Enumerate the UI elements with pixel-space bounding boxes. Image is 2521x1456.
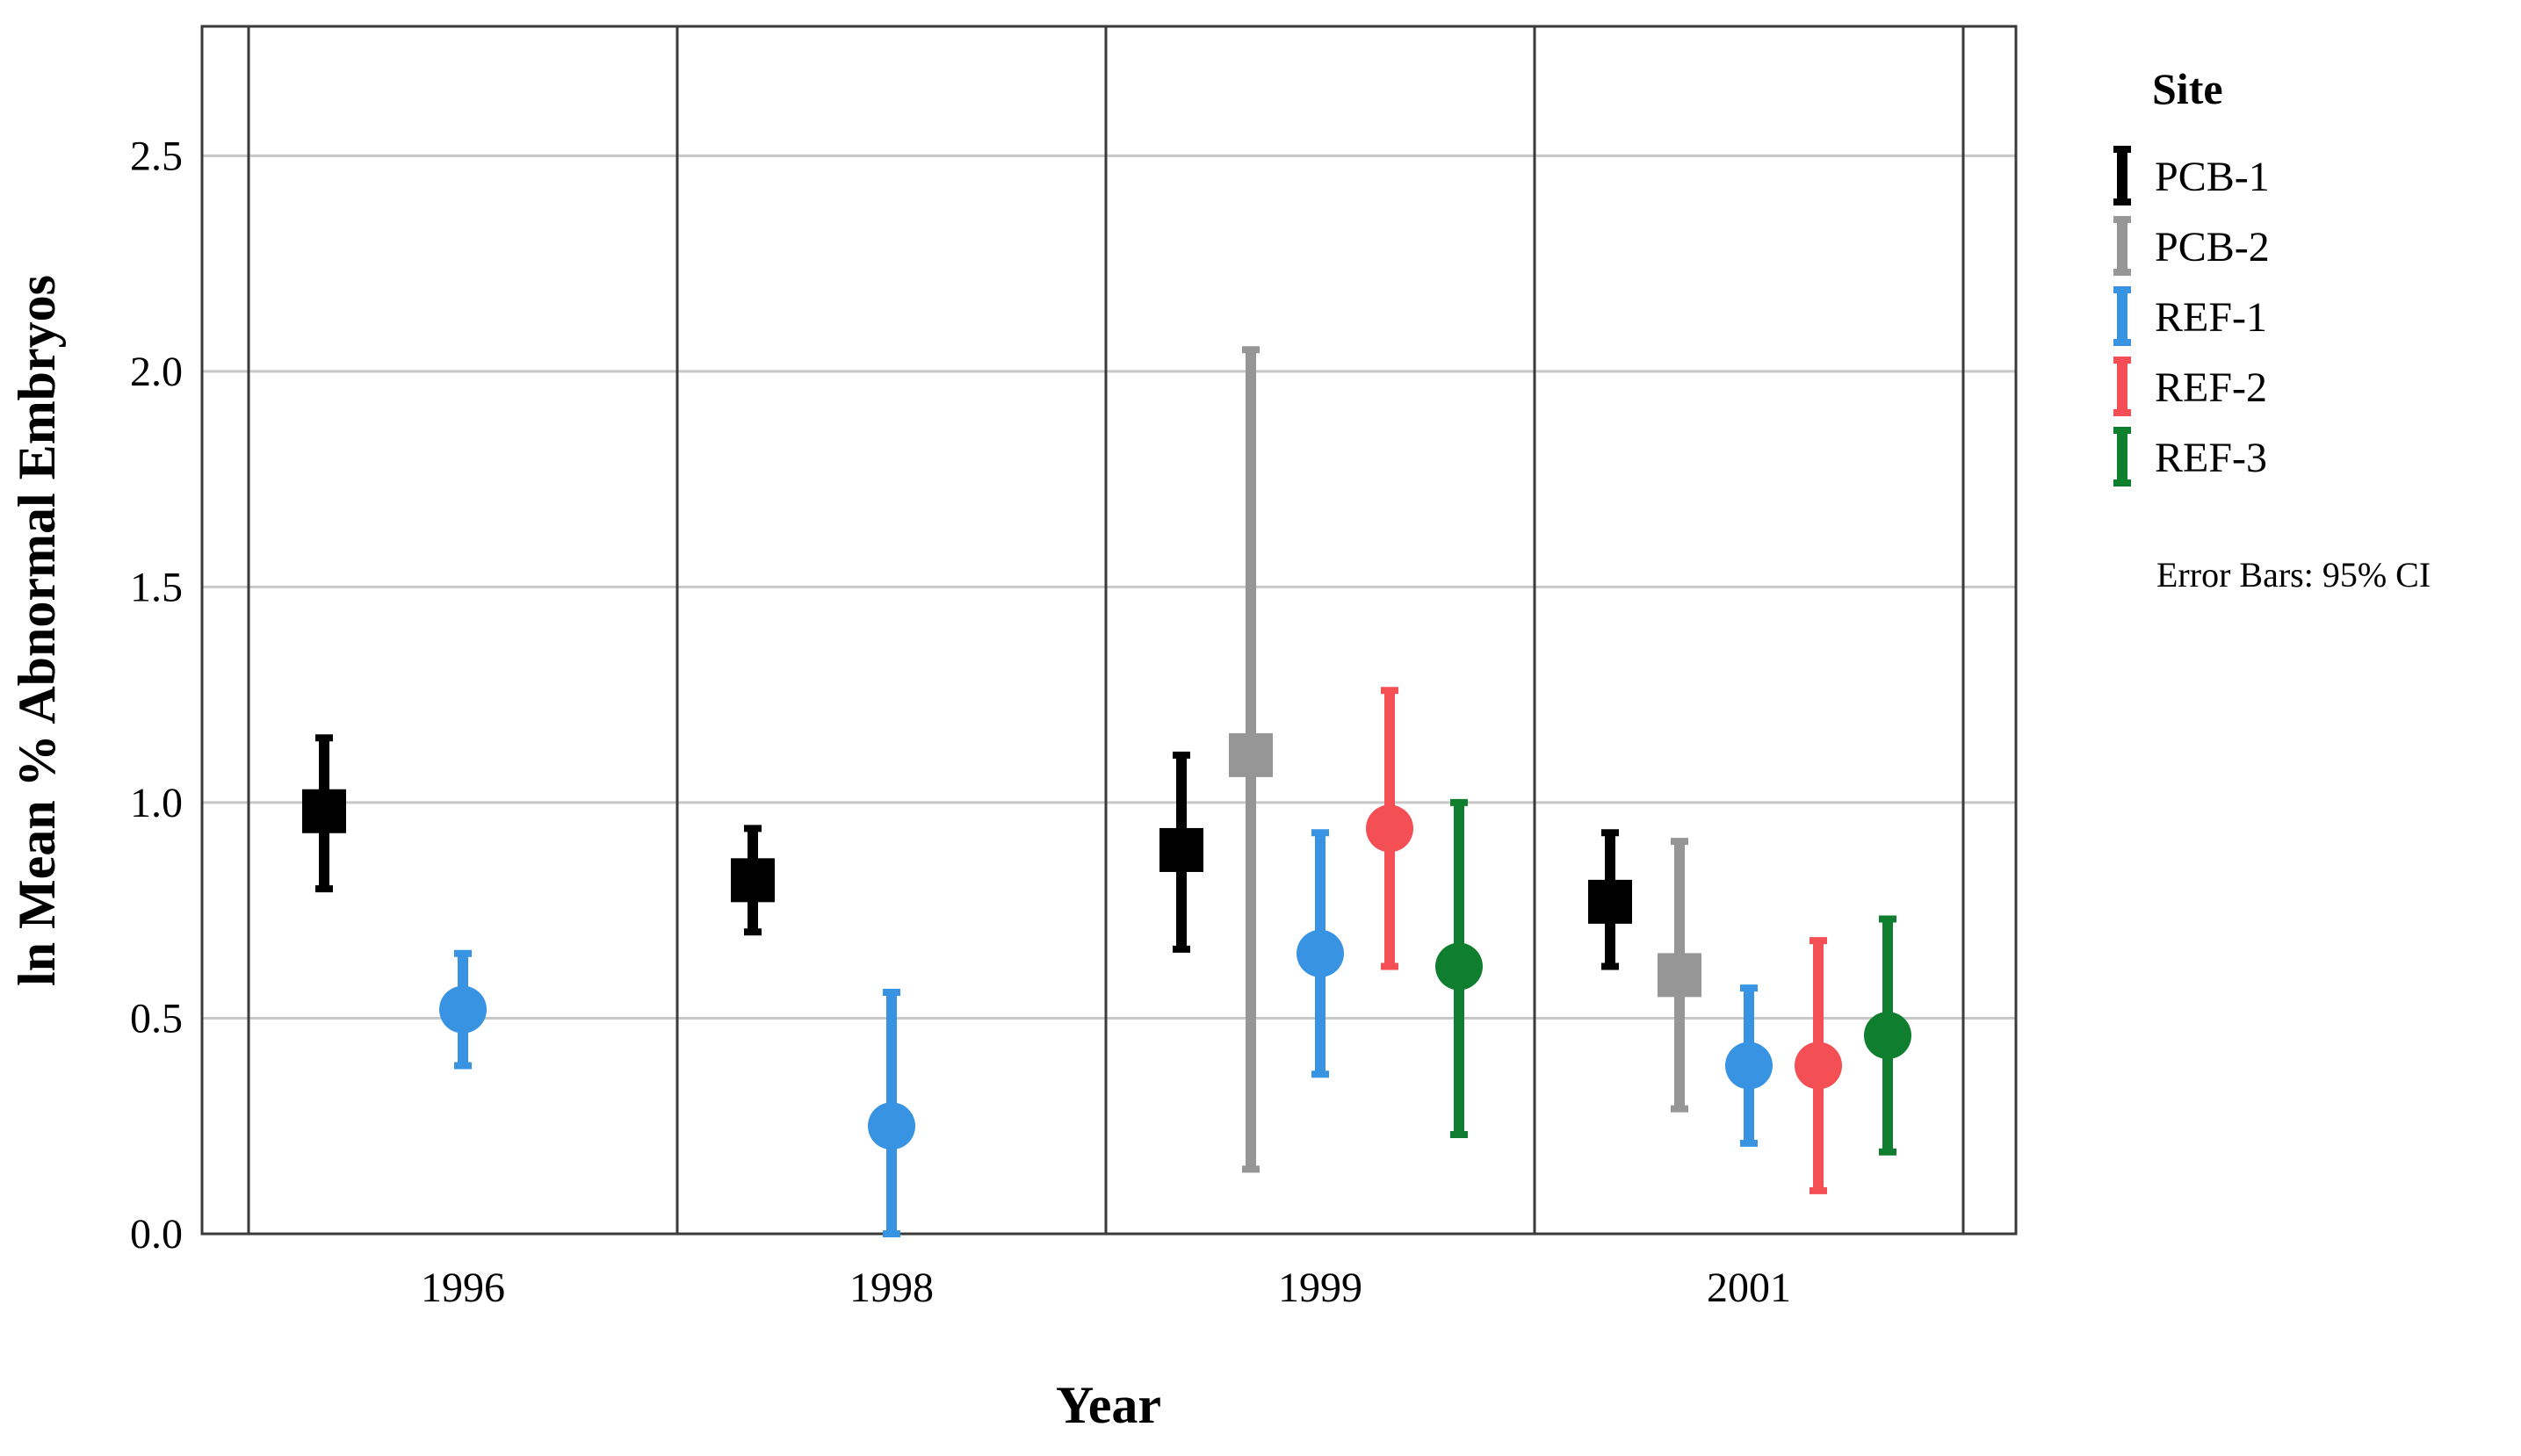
mean-marker-circle — [1795, 1042, 1842, 1090]
legend-label: PCB-1 — [2155, 154, 2270, 200]
error-bar-note: Error Bars: 95% CI — [2156, 555, 2431, 595]
x-tick-label: 1999 — [1278, 1265, 1362, 1311]
y-axis-ticks: 0.0 0.5 1.0 1.5 2.0 2.5 — [130, 133, 183, 1258]
legend-title: Site — [2152, 64, 2223, 113]
data-point-ref-1-2001 — [1725, 984, 1773, 1147]
x-axis-title: Year — [1056, 1376, 1161, 1434]
y-axis-title: ln Mean % Abnormal Embryos — [8, 275, 66, 986]
legend-item-ref-2: REF-2 — [2113, 357, 2267, 416]
mean-marker-circle — [868, 1102, 915, 1150]
x-tick-label: 2001 — [1707, 1265, 1791, 1311]
year-panel-dividers — [247, 26, 1965, 1234]
legend-item-pcb-2: PCB-2 — [2113, 216, 2270, 276]
legend-item-ref-3: REF-3 — [2113, 427, 2267, 487]
y-tick-label: 1.0 — [130, 780, 183, 826]
x-tick-label: 1998 — [849, 1265, 934, 1311]
mean-marker-square — [1658, 953, 1701, 998]
data-point-ref-3-1999 — [1435, 798, 1483, 1139]
mean-marker-square — [1229, 732, 1273, 777]
data-point-ref-1-1996 — [439, 949, 487, 1070]
data-point-ref-1-1998 — [868, 989, 915, 1237]
mean-marker-circle — [1366, 804, 1413, 853]
mean-marker-circle — [439, 985, 487, 1034]
y-tick-label: 0.0 — [130, 1211, 183, 1258]
legend-label: REF-3 — [2155, 435, 2267, 481]
data-point-pcb-1-1996 — [302, 734, 346, 893]
y-tick-label: 1.5 — [130, 564, 183, 610]
plot-frame — [200, 25, 2018, 1236]
data-point-ref-2-1999 — [1366, 687, 1413, 970]
data-marks — [302, 346, 1911, 1237]
mean-marker-square — [1159, 827, 1203, 872]
legend: Site PCB-1 PCB-2 REF-1 REF-2 REF-3 Error Bar… — [2113, 64, 2431, 595]
data-point-pcb-1-1999 — [1159, 751, 1203, 953]
mean-marker-square — [731, 858, 775, 903]
mean-marker-square — [1588, 879, 1632, 924]
mean-marker-circle — [1864, 1012, 1911, 1060]
legend-item-pcb-1: PCB-1 — [2113, 146, 2270, 205]
mean-marker-circle — [1725, 1042, 1773, 1090]
data-point-pcb-2-2001 — [1658, 838, 1701, 1113]
mean-marker-circle — [1297, 929, 1344, 977]
data-point-ref-2-2001 — [1795, 937, 1842, 1194]
y-tick-label: 0.5 — [130, 995, 183, 1042]
gridlines — [202, 154, 2016, 1020]
legend-item-ref-1: REF-1 — [2113, 286, 2267, 346]
x-tick-label: 1996 — [421, 1265, 505, 1311]
data-point-pcb-1-1998 — [731, 825, 775, 936]
legend-label: REF-1 — [2155, 294, 2267, 341]
y-tick-label: 2.0 — [130, 349, 183, 395]
data-point-ref-3-2001 — [1864, 915, 1911, 1156]
data-point-pcb-1-2001 — [1588, 829, 1632, 970]
x-axis-ticks: 1996 1998 1999 2001 — [421, 1265, 1791, 1311]
data-point-pcb-2-1999 — [1229, 346, 1273, 1173]
y-tick-label: 2.5 — [130, 133, 183, 179]
mean-marker-circle — [1435, 942, 1483, 991]
data-point-ref-1-1999 — [1297, 829, 1344, 1078]
legend-label: REF-2 — [2155, 364, 2267, 411]
mean-marker-square — [302, 789, 346, 833]
legend-label: PCB-2 — [2155, 224, 2270, 270]
legend-items: PCB-1 PCB-2 REF-1 REF-2 REF-3 — [2113, 146, 2270, 487]
